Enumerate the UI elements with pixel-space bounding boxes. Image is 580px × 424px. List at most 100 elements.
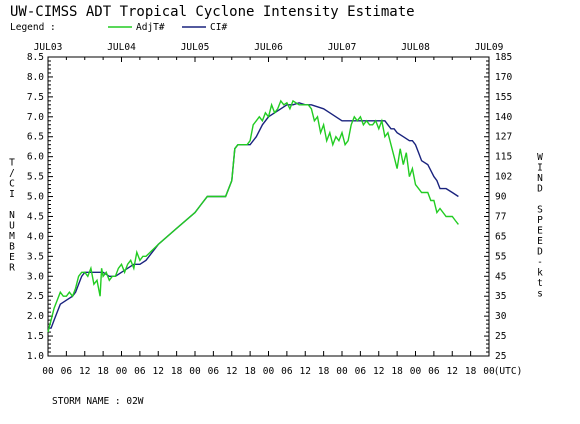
y-tick-label: 1.5 xyxy=(27,331,44,342)
x-tick-label: 00 xyxy=(42,366,54,377)
plot-frame xyxy=(47,56,490,357)
wind-tick-label: 55 xyxy=(495,251,506,262)
x-tick-label: 00 xyxy=(336,366,348,377)
axis-label-char xyxy=(9,200,15,211)
axis-label-char: B xyxy=(9,242,15,253)
wind-tick-label: 140 xyxy=(495,112,512,123)
wind-tick-label: 155 xyxy=(495,92,512,103)
wind-tick-label: 102 xyxy=(495,172,512,183)
y-tick-label: 2.5 xyxy=(27,291,44,302)
date-tick-label: JUL06 xyxy=(254,42,283,53)
right-y-axis: 25 25 30 35 45 55 65 77 90 102 115 127 140 155 170 185 xyxy=(484,52,512,362)
wind-tick-label: 30 xyxy=(495,311,507,322)
axis-label-char: N xyxy=(537,173,543,184)
series-line-ci xyxy=(48,102,459,329)
x-tick-label: 18 xyxy=(244,366,256,377)
wind-tick-label: 35 xyxy=(495,291,506,302)
y-tick-label: 7.5 xyxy=(27,92,44,103)
date-tick-label: JUL04 xyxy=(107,42,136,53)
date-axis: JUL03 JUL04 JUL05 JUL06 JUL07 JUL08 JUL09 xyxy=(34,42,504,62)
x-tick-label: 06 xyxy=(134,366,146,377)
x-tick-label: 12 xyxy=(226,366,237,377)
axis-label-char xyxy=(537,194,543,205)
axis-label-char: s xyxy=(537,288,543,299)
left-y-axis: 1.0 1.5 2.0 2.5 3.0 3.5 4.0 4.5 5.0 5.5 6.0 6.5 7.0 7… xyxy=(27,52,53,362)
legend-entry-ci: CI# xyxy=(210,22,227,33)
wind-tick-label: 90 xyxy=(495,192,507,203)
chart-title: UW-CIMSS ADT Tropical Cyclone Intensity … xyxy=(10,4,415,20)
y-tick-label: 7.0 xyxy=(27,112,44,123)
axis-label-char: E xyxy=(537,225,543,236)
x-tick-label: 00 xyxy=(483,366,495,377)
x-tick-label: 18 xyxy=(465,366,477,377)
wind-tick-label: 127 xyxy=(495,132,512,143)
x-tick-label: 06 xyxy=(61,366,73,377)
x-tick-label: 06 xyxy=(355,366,367,377)
date-tick-label: JUL07 xyxy=(328,42,357,53)
x-tick-label: 12 xyxy=(447,366,458,377)
legend-entry-adjt: AdjT# xyxy=(136,22,165,33)
x-tick-label: 18 xyxy=(97,366,109,377)
axis-label-char: D xyxy=(537,183,543,194)
axis-label-char: t xyxy=(537,278,543,289)
y-tick-label: 8.0 xyxy=(27,72,44,83)
date-tick-label: JUL08 xyxy=(401,42,430,53)
wind-tick-label: 65 xyxy=(495,231,506,242)
x-tick-label: 18 xyxy=(171,366,183,377)
series-line-adjt xyxy=(47,99,459,333)
y-tick-label: 8.5 xyxy=(27,52,44,63)
axis-label-char: T xyxy=(9,158,15,169)
wind-tick-label: 45 xyxy=(495,271,506,282)
y-tick-label: 2.0 xyxy=(27,311,44,322)
axis-label-char: S xyxy=(537,204,543,215)
y-tick-label: 3.5 xyxy=(27,251,44,262)
y-tick-label: 5.5 xyxy=(27,172,44,183)
axis-label-char: C xyxy=(9,179,15,190)
storm-name-label: STORM NAME : 02W xyxy=(52,396,144,407)
axis-label-char: M xyxy=(9,231,15,242)
wind-tick-label: 115 xyxy=(495,152,512,163)
axis-label-char: R xyxy=(9,263,15,274)
axis-label-char: U xyxy=(9,221,15,232)
date-tick-label: JUL03 xyxy=(34,42,63,53)
x-tick-label: 00 xyxy=(410,366,422,377)
y-tick-label: 3.0 xyxy=(27,271,44,282)
x-axis: 00 06 12 18 00 06 12 18 00 06 12 18 00 06 12 18 00 06 12 18… xyxy=(42,351,495,377)
y-tick-label: 5.0 xyxy=(27,192,44,203)
axis-label-char: k xyxy=(537,267,543,278)
y-tick-label: 4.0 xyxy=(27,231,44,242)
axis-label-char: I xyxy=(537,162,543,173)
wind-tick-label: 25 xyxy=(495,331,506,342)
axis-label-char: E xyxy=(537,236,543,247)
x-tick-label: 00 xyxy=(189,366,201,377)
x-tick-label: 00 xyxy=(263,366,275,377)
x-tick-label: 06 xyxy=(281,366,293,377)
x-tick-label: 06 xyxy=(428,366,440,377)
x-tick-label: 06 xyxy=(208,366,220,377)
axis-label-char: D xyxy=(537,246,543,257)
axis-label-char: / xyxy=(9,168,15,179)
x-tick-label: 12 xyxy=(79,366,90,377)
date-tick-label: JUL05 xyxy=(181,42,210,53)
legend-label: Legend : xyxy=(10,22,56,33)
wind-tick-label: 77 xyxy=(495,211,506,222)
axis-label-char: E xyxy=(9,252,15,263)
axis-label-char: - xyxy=(537,257,543,268)
legend: Legend : AdjT# CI# xyxy=(10,22,227,33)
x-tick-label: 18 xyxy=(391,366,403,377)
y-tick-label: 6.0 xyxy=(27,152,44,163)
y-tick-label: 4.5 xyxy=(27,211,44,222)
axis-label-char: I xyxy=(9,189,15,200)
y-tick-label: 1.0 xyxy=(27,351,44,362)
wind-tick-label: 25 xyxy=(495,351,506,362)
y-tick-label: 6.5 xyxy=(27,132,44,143)
axis-label-char: N xyxy=(9,210,15,221)
axis-label-char: W xyxy=(537,152,543,163)
axis-label-char: P xyxy=(537,215,543,226)
x-axis-unit-label: (UTC) xyxy=(494,366,523,377)
date-tick-label: JUL09 xyxy=(475,42,504,53)
wind-tick-label: 185 xyxy=(495,52,512,63)
